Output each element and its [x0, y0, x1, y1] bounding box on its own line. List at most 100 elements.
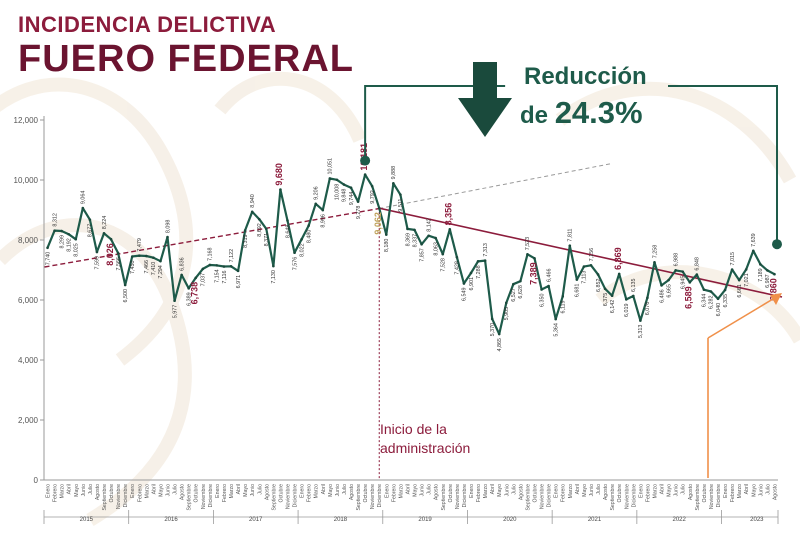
- x-month-label: Abril: [660, 484, 666, 494]
- data-label: 7,857: [419, 248, 425, 261]
- data-point: [236, 269, 240, 273]
- x-month-label: Abril: [321, 484, 327, 494]
- data-label: 9,848: [342, 189, 348, 203]
- data-label: 7,811: [568, 229, 574, 242]
- data-label: 7,523: [525, 237, 531, 251]
- data-label: 7,168: [208, 247, 214, 261]
- reduction-prefix: de: [520, 102, 555, 129]
- data-point: [335, 178, 339, 182]
- data-point: [406, 227, 409, 231]
- data-label: 6,988: [673, 253, 679, 267]
- data-label: 8,312: [52, 213, 58, 227]
- x-month-label: Febrero: [137, 484, 143, 502]
- data-label: 7,428: [455, 261, 461, 275]
- data-label: 8,026: [105, 243, 115, 266]
- data-point: [349, 186, 353, 189]
- x-month-label: Septiembre: [695, 484, 701, 511]
- data-point: [702, 288, 706, 291]
- data-label: 5,370: [490, 323, 496, 337]
- x-month-label: Septiembre: [356, 484, 362, 511]
- x-month-label: Junio: [81, 484, 87, 497]
- x-month-label: Septiembre: [441, 484, 447, 511]
- data-point: [67, 232, 71, 236]
- data-point: [356, 200, 360, 203]
- data-label: 7,189: [758, 268, 764, 282]
- x-month-label: Noviembre: [624, 484, 630, 509]
- data-label: 6,076: [645, 302, 651, 316]
- x-month-label: Mayo: [74, 484, 80, 497]
- data-point: [257, 217, 261, 221]
- x-month-label: Junio: [250, 484, 256, 497]
- x-month-label: Diciembre: [208, 484, 214, 507]
- data-label: 9,206: [314, 186, 320, 200]
- data-point: [568, 244, 572, 247]
- x-month-label: Agosto: [688, 484, 694, 500]
- data-point: [751, 249, 755, 253]
- y-tick-label: 0: [34, 476, 39, 485]
- data-point: [653, 260, 656, 264]
- data-point: [222, 265, 226, 268]
- data-point: [695, 273, 699, 276]
- data-point: [448, 228, 452, 231]
- x-month-label: Septiembre: [187, 484, 193, 511]
- x-month-label: Octubre: [702, 484, 708, 503]
- data-point: [215, 264, 219, 267]
- data-point: [187, 287, 190, 290]
- data-label: 6,527: [511, 288, 517, 302]
- orange-arrowhead-icon: [770, 293, 782, 305]
- x-month-label: Diciembre: [377, 484, 383, 507]
- x-month-label: Mayo: [243, 484, 249, 497]
- data-label: 8,369: [405, 233, 411, 247]
- data-point: [159, 259, 162, 263]
- data-point: [512, 282, 515, 286]
- data-label: 6,901: [469, 277, 475, 291]
- x-year-label: 2022: [673, 517, 687, 523]
- data-label: 7,113: [582, 271, 588, 284]
- x-month-label: Junio: [166, 484, 172, 497]
- x-month-label: Julio: [681, 484, 687, 495]
- x-year-label: 2018: [334, 517, 348, 523]
- data-point: [201, 267, 205, 271]
- data-label: 8,337: [412, 234, 418, 248]
- reduction-label: Reducción: [524, 63, 647, 90]
- data-label: 6,665: [666, 284, 672, 298]
- x-month-label: Diciembre: [123, 484, 129, 507]
- data-point: [519, 279, 522, 283]
- data-label: 6,040: [716, 303, 722, 317]
- data-label: 7,466: [144, 260, 150, 274]
- x-month-label: Marzo: [483, 484, 489, 499]
- data-point: [137, 254, 141, 257]
- x-month-label: Abril: [151, 484, 157, 494]
- x-month-label: Julio: [342, 484, 348, 495]
- x-month-label: Enero: [723, 484, 729, 498]
- data-label: 6,486: [659, 289, 665, 303]
- data-label: 7,450: [130, 261, 136, 275]
- data-point: [328, 177, 332, 180]
- data-point: [773, 272, 776, 276]
- x-month-label: Julio: [257, 484, 263, 495]
- x-year-label: 2016: [164, 517, 178, 523]
- x-year-label: 2023: [750, 517, 764, 523]
- data-label: 8,025: [74, 243, 80, 257]
- trend-line-projection: [379, 163, 613, 209]
- data-point: [399, 193, 402, 196]
- x-month-label: Diciembre: [716, 484, 722, 507]
- data-point: [723, 288, 727, 292]
- data-point: [116, 251, 120, 255]
- data-label: 7,154: [215, 269, 221, 283]
- data-label: 8,063: [434, 242, 440, 256]
- x-year-label: 2017: [249, 517, 263, 523]
- x-month-label: Enero: [215, 484, 221, 498]
- x-month-label: Febrero: [730, 484, 736, 502]
- reduction-bracket-right: [668, 85, 778, 245]
- data-label: 8,142: [426, 218, 432, 232]
- data-point: [504, 301, 508, 305]
- x-month-label: Marzo: [229, 484, 235, 499]
- x-month-label: Febrero: [307, 484, 313, 502]
- x-year-label: 2019: [418, 517, 432, 523]
- x-month-label: Mayo: [497, 484, 503, 497]
- y-tick-label: 10,000: [14, 176, 39, 185]
- data-label: 6,389: [186, 292, 192, 306]
- x-month-label: Octubre: [194, 484, 200, 503]
